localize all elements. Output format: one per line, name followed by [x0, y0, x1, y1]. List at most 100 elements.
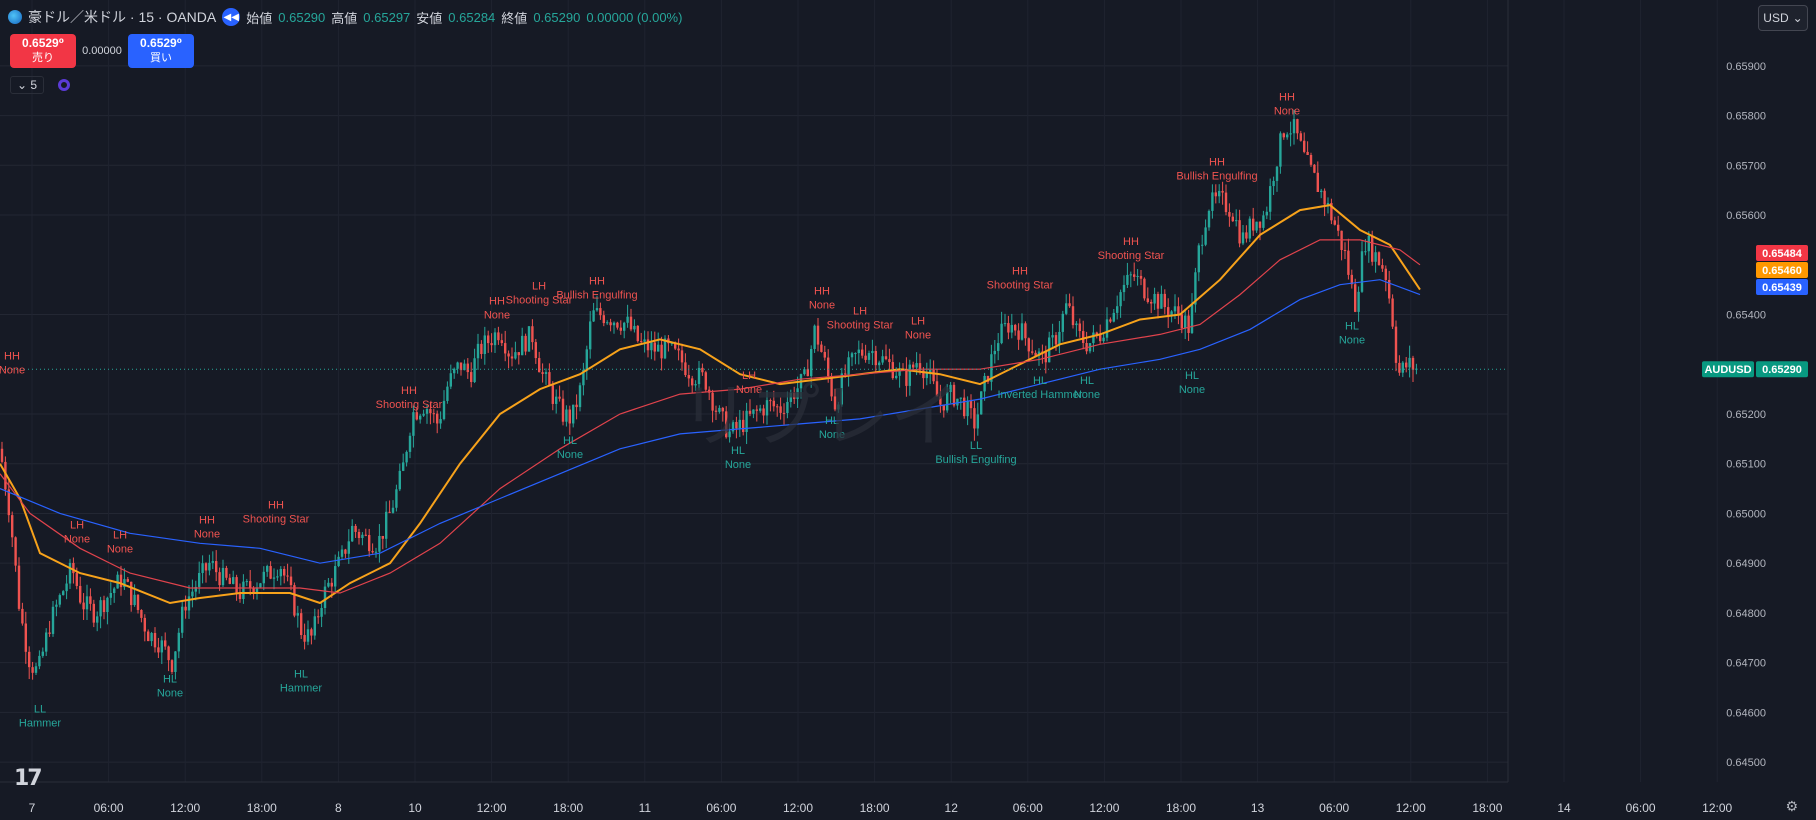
candle-body [374, 551, 378, 553]
symbol-title[interactable]: 豪ドル／米ドル · 15 · OANDA [28, 9, 217, 25]
candle-body [218, 572, 221, 586]
candle-body [1224, 192, 1228, 213]
swing-annotation: None [905, 329, 931, 341]
price-tick-label: 0.64800 [1726, 608, 1766, 620]
candle-body [306, 629, 310, 642]
candle-body [364, 534, 367, 536]
candle-body [1190, 304, 1194, 333]
time-tick-label: 12:00 [477, 801, 507, 815]
candle-body [371, 551, 374, 553]
swing-annotation: HL [1345, 320, 1359, 332]
candle-body [21, 608, 24, 624]
candle-body [1303, 140, 1306, 152]
candle-body [497, 332, 500, 341]
candle-body [1238, 220, 1241, 244]
candle-body [1173, 306, 1177, 312]
candle-body [867, 353, 871, 360]
price-tick-label: 0.65400 [1726, 310, 1766, 322]
swing-annotation: HL [825, 415, 839, 427]
candle-body [660, 344, 663, 359]
candle-body [776, 406, 779, 408]
candle-body [1017, 330, 1020, 340]
candle-body [915, 363, 918, 368]
candle-body [884, 356, 888, 360]
time-tick-label: 18:00 [247, 801, 277, 815]
currency-button[interactable]: USD ⌄ [1758, 5, 1808, 31]
candle-body [262, 571, 265, 584]
candle-body [1201, 244, 1204, 246]
time-tick-label: 7 [29, 801, 36, 815]
candle-body [1398, 362, 1401, 373]
price-tick-label: 0.65000 [1726, 508, 1766, 520]
candle-body [1207, 210, 1211, 228]
candle-body [534, 342, 537, 359]
candle-body [939, 396, 942, 405]
candle-body [1231, 216, 1234, 222]
candle-body [1381, 265, 1384, 269]
candle-body [412, 412, 415, 436]
candle-body [929, 369, 932, 373]
candle-body [674, 343, 677, 349]
tradingview-logo-icon[interactable]: 17 [14, 766, 43, 791]
candle-body [592, 310, 595, 322]
time-tick-label: 18:00 [1472, 801, 1502, 815]
candle-body [905, 368, 908, 386]
candle-body [181, 606, 184, 633]
swing-annotation: Hammer [280, 683, 323, 695]
candle-body [232, 577, 235, 584]
candle-body [932, 369, 935, 382]
time-tick-label: 8 [335, 801, 342, 815]
settings-icon[interactable]: ⚙ [1785, 798, 1798, 814]
time-tick-label: 06:00 [94, 801, 124, 815]
candle-body [1391, 298, 1394, 327]
time-tick-label: 11 [639, 801, 652, 815]
swing-annotation: None [1179, 384, 1205, 396]
chevron-down-icon: ⌄ [17, 78, 28, 92]
indicator-toggle-button[interactable]: ⌄ 5 [10, 76, 45, 94]
candle-body [548, 372, 551, 386]
candle-body [354, 525, 357, 532]
current-price-badge [1756, 361, 1808, 378]
candle-body [1330, 202, 1333, 221]
candle-body [558, 396, 561, 399]
replay-icon[interactable]: ◀◀ [222, 8, 241, 26]
candle-body [317, 616, 320, 618]
candle-body [1371, 235, 1374, 262]
sell-button[interactable]: 0.6529⁰ 売り [10, 34, 76, 68]
candle-body [1143, 278, 1146, 299]
candle-body [1112, 312, 1115, 322]
candle-body [912, 364, 915, 368]
price-tick-label: 0.65900 [1726, 61, 1766, 73]
candle-body [395, 489, 398, 508]
low-label: 安値 [416, 10, 443, 26]
candle-body [772, 400, 775, 407]
price-badge-label: 0.65484 [1762, 248, 1803, 260]
moving-average-blue [0, 279, 1421, 564]
candle-body [514, 352, 517, 359]
candle-body [296, 613, 299, 616]
candle-body [126, 579, 129, 582]
candle-body [82, 602, 85, 610]
candle-body [337, 556, 340, 567]
candle-body [1279, 133, 1282, 167]
candle-body [742, 419, 745, 432]
candle-body [935, 381, 939, 397]
swing-annotation: Inverted Hammer [998, 389, 1083, 401]
candle-body [255, 587, 259, 594]
candle-body [1027, 338, 1030, 352]
candle-body [1000, 323, 1003, 344]
candle-body [1384, 268, 1387, 280]
candle-body [174, 651, 177, 672]
candle-body [221, 567, 225, 586]
moving-average-red [0, 239, 1421, 594]
candle-body [289, 576, 293, 586]
candle-body [657, 344, 660, 352]
time-tick-label: 06:00 [1626, 801, 1656, 815]
candle-body [201, 563, 204, 573]
buy-button[interactable]: 0.6529⁰ 買い [128, 34, 194, 68]
candle-body [1071, 306, 1075, 326]
candle-body [524, 335, 527, 352]
symbol-badge [1702, 361, 1754, 378]
candle-body [1337, 224, 1340, 231]
